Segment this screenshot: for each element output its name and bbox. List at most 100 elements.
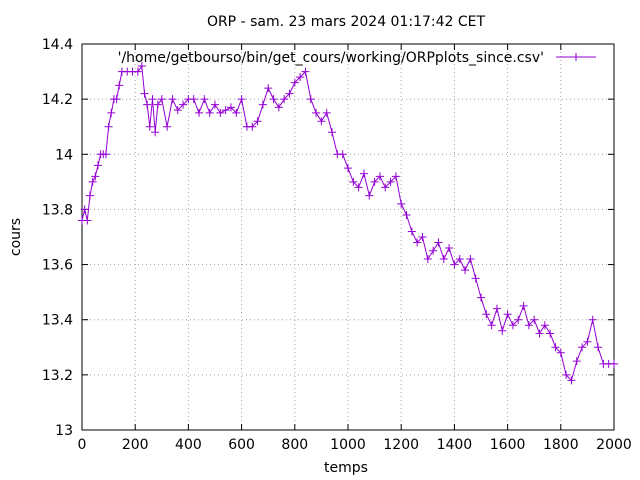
data-point-marker	[461, 266, 470, 275]
data-point-marker	[407, 227, 416, 236]
data-point-marker	[439, 255, 448, 264]
data-point-marker	[88, 177, 97, 186]
x-tick-label: 400	[175, 437, 202, 453]
data-point-marker	[572, 357, 581, 366]
data-point-marker	[306, 95, 315, 104]
data-point-marker	[583, 337, 592, 346]
data-point-marker	[567, 376, 576, 385]
y-tick-label: 13.6	[42, 258, 73, 274]
data-point-marker	[524, 321, 533, 330]
data-point-marker	[375, 172, 384, 181]
x-tick-label: 1200	[383, 437, 419, 453]
data-point-marker	[153, 100, 162, 109]
data-point-marker	[317, 117, 326, 126]
data-point-marker	[107, 108, 116, 117]
legend-marker-sample	[572, 53, 580, 61]
data-point-marker	[85, 191, 94, 200]
x-tick-label: 1400	[437, 437, 473, 453]
data-point-marker	[322, 108, 331, 117]
data-point-marker	[540, 321, 549, 330]
data-point-marker	[264, 84, 273, 93]
data-point-marker	[556, 348, 565, 357]
data-point-marker	[492, 304, 501, 313]
data-point-marker	[578, 343, 587, 352]
data-point-marker	[232, 108, 241, 117]
data-point-marker	[274, 103, 283, 112]
y-tick-label: 14	[55, 147, 73, 163]
data-point-marker	[137, 62, 146, 71]
axis-ticks	[81, 43, 615, 431]
data-point-marker	[248, 122, 257, 131]
data-point-marker	[471, 274, 480, 283]
data-point-marker	[423, 255, 432, 264]
data-point-marker	[562, 370, 571, 379]
y-tick-label: 13.4	[42, 313, 73, 329]
series-line	[78, 62, 618, 385]
data-point-marker	[418, 233, 427, 241]
data-point-marker	[365, 191, 374, 200]
data-point-marker	[391, 172, 400, 181]
data-point-marker	[530, 315, 539, 324]
y-tick-label: 13	[55, 423, 73, 439]
data-point-marker	[280, 95, 289, 104]
data-point-marker	[93, 161, 102, 170]
data-point-marker	[101, 150, 110, 159]
data-point-marker	[216, 108, 225, 117]
data-point-marker	[328, 128, 337, 137]
data-point-marker	[397, 199, 406, 208]
data-point-marker	[168, 95, 177, 104]
data-point-marker	[551, 343, 560, 352]
data-point-marker	[301, 67, 310, 76]
data-point-marker	[163, 122, 172, 131]
data-point-marker	[296, 73, 305, 82]
x-tick-labels: 0 200 400 600 800 1000 1200 1400 1600 1800 2000	[78, 437, 632, 453]
data-point-marker	[402, 210, 411, 219]
x-tick-label: 0	[78, 437, 87, 453]
y-tick-label: 14.4	[42, 37, 73, 53]
x-tick-label: 600	[228, 437, 255, 453]
data-point-marker	[226, 103, 235, 112]
data-point-marker	[381, 183, 390, 192]
x-tick-label: 1000	[330, 437, 366, 453]
data-point-marker	[498, 326, 507, 335]
x-tick-label: 200	[122, 437, 149, 453]
data-point-marker	[195, 108, 204, 117]
data-point-marker	[173, 106, 182, 115]
data-point-marker	[253, 117, 262, 126]
data-point-marker	[285, 89, 294, 98]
data-point-marker	[133, 67, 142, 76]
data-point-marker	[112, 95, 121, 104]
data-point-marker	[445, 244, 454, 253]
data-point-marker	[140, 89, 149, 98]
y-tick-labels: 13 13.2 13.4 13.6 13.8 14 14.2 14.4	[42, 37, 73, 439]
legend: '/home/getbourso/bin/get_cours/working/O…	[118, 50, 596, 66]
data-point-marker	[588, 315, 597, 324]
data-point-marker	[83, 216, 92, 225]
y-tick-label: 13.2	[42, 368, 73, 384]
data-point-marker	[91, 172, 100, 181]
data-point-marker	[237, 95, 246, 104]
data-point-marker	[477, 293, 485, 302]
x-tick-label: 1800	[543, 437, 579, 453]
data-point-marker	[143, 100, 152, 109]
data-point-marker	[349, 177, 358, 186]
legend-label: '/home/getbourso/bin/get_cours/working/O…	[118, 50, 544, 66]
y-tick-label: 14.2	[42, 92, 73, 108]
data-point-marker	[145, 122, 154, 131]
data-point-marker	[211, 100, 219, 109]
data-point-marker	[258, 100, 267, 109]
data-point-marker	[205, 108, 214, 117]
data-point-marker	[157, 95, 166, 104]
data-point-marker	[115, 81, 124, 90]
data-point-marker	[151, 128, 160, 137]
data-point-marker	[508, 321, 517, 330]
data-point-marker	[413, 238, 422, 247]
x-tick-label: 800	[281, 437, 308, 453]
x-axis-title: temps	[324, 460, 368, 476]
data-point-marker	[312, 108, 321, 117]
data-point-marker	[455, 255, 464, 264]
data-point-marker	[290, 78, 299, 87]
data-point-marker	[148, 95, 157, 104]
data-point-marker	[487, 321, 496, 330]
